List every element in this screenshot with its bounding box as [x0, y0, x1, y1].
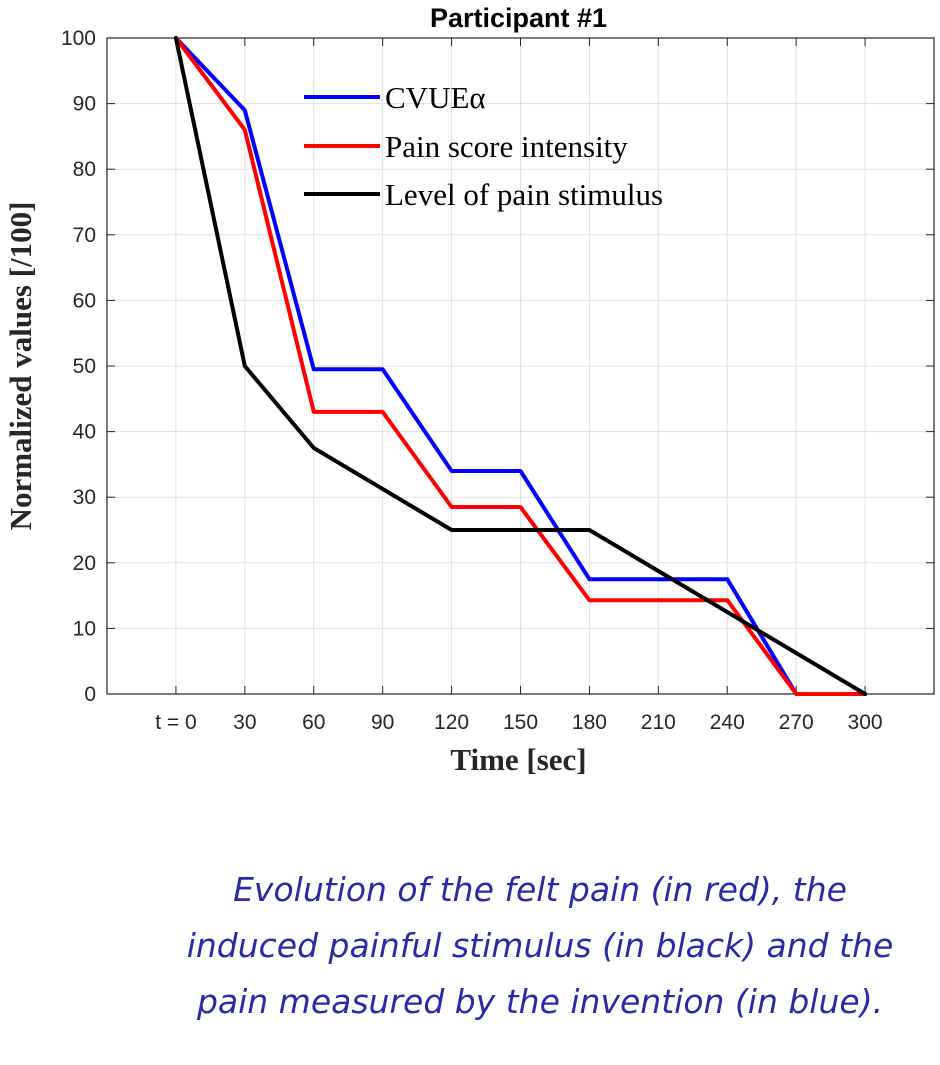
- y-tick-label: 70: [73, 224, 96, 247]
- y-tick-label: 80: [73, 158, 96, 181]
- x-tick-label: 240: [710, 711, 745, 734]
- axes: 0 10 20 30 40 50 60 70 80 90 100 t = 0 30 60 90 120 150 1…: [61, 27, 935, 734]
- figure-caption: Evolution of the felt pain (in red), the…: [140, 862, 940, 1030]
- x-tick-label: 30: [233, 711, 256, 734]
- y-tick-label: 30: [73, 486, 96, 509]
- x-tick-label: 180: [572, 711, 607, 734]
- caption-line-1: Evolution of the felt pain (in red), the: [233, 870, 847, 909]
- x-tick-label: 210: [641, 711, 676, 734]
- legend-label: Level of pain stimulus: [385, 177, 663, 212]
- y-tick-label: 90: [73, 93, 96, 116]
- chart-title: Participant #1: [430, 3, 607, 33]
- y-tick-label: 40: [73, 421, 96, 444]
- x-axis-label: Time [sec]: [450, 742, 586, 777]
- x-tick-label: 120: [434, 711, 469, 734]
- y-tick-label: 100: [61, 27, 96, 50]
- x-tick-label: 270: [779, 711, 814, 734]
- y-tick-label: 60: [73, 289, 96, 312]
- series-line-2: [173, 36, 868, 696]
- axis-labels: Participant #1 Time [sec] Normalized value…: [3, 3, 607, 777]
- series-lines: [173, 36, 868, 696]
- x-tick-label: 150: [503, 711, 538, 734]
- x-tick-label: t = 0: [155, 711, 196, 734]
- line-chart: 0 10 20 30 40 50 60 70 80 90 100 t = 0 30 60 90 120 150 1…: [3, 3, 935, 777]
- y-tick-label: 20: [73, 552, 96, 575]
- y-tick-label: 0: [84, 683, 96, 706]
- legend: CVUEα Pain score intensity Level of pain s…: [304, 80, 663, 212]
- x-tick-label: 90: [371, 711, 394, 734]
- legend-label: CVUEα: [385, 80, 486, 115]
- caption-line-2: induced painful stimulus (in black) and …: [186, 926, 894, 965]
- x-tick-label: 60: [302, 711, 325, 734]
- series-line-3: [173, 36, 868, 696]
- y-tick-label: 10: [73, 617, 96, 640]
- legend-label: Pain score intensity: [385, 129, 628, 164]
- y-tick-label: 50: [73, 355, 96, 378]
- caption-line-3: pain measured by the invention (in blue)…: [196, 982, 884, 1021]
- series-line-1: [173, 36, 868, 696]
- x-tick-label: 300: [848, 711, 883, 734]
- y-axis-label: Normalized values [/100]: [3, 202, 38, 531]
